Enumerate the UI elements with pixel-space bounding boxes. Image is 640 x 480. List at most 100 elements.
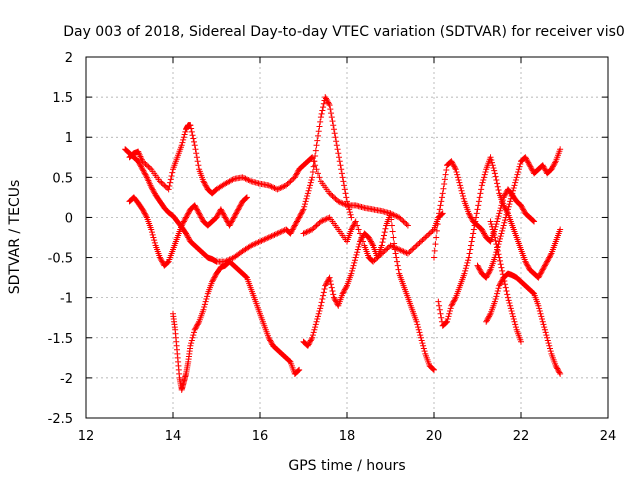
data-point [306, 227, 313, 234]
data-point [473, 210, 480, 217]
data-point [323, 279, 330, 286]
data-point [292, 221, 299, 228]
data-point [315, 128, 322, 135]
data-point [484, 271, 491, 278]
data-point [196, 210, 203, 217]
data-point [557, 370, 564, 377]
data-point [148, 185, 155, 192]
data-point [442, 171, 449, 178]
data-point [320, 292, 327, 299]
data-point [514, 171, 521, 178]
data-point [413, 318, 420, 325]
data-point [487, 154, 494, 161]
data-point [555, 368, 562, 375]
data-point [271, 185, 278, 192]
data-point [468, 215, 475, 222]
data-point [539, 162, 546, 169]
data-point [312, 324, 319, 331]
y-tick-label: -2 [60, 372, 73, 387]
data-point [449, 301, 456, 308]
data-point [520, 207, 527, 214]
data-point [418, 337, 425, 344]
data-point [459, 190, 466, 197]
data-point [249, 241, 256, 248]
data-point [358, 234, 365, 241]
data-point [226, 222, 233, 229]
data-point [467, 246, 474, 253]
data-point [191, 138, 198, 145]
data-point [257, 238, 263, 245]
data-point [491, 170, 498, 177]
data-point [480, 177, 487, 184]
data-point [306, 185, 313, 192]
data-point [450, 162, 457, 169]
data-point [277, 185, 284, 192]
data-point [299, 209, 306, 216]
y-tick-label: 1 [65, 131, 73, 146]
data-point [507, 198, 514, 205]
data-point [214, 213, 221, 220]
data-point [270, 184, 277, 191]
data-point [221, 213, 228, 220]
data-point [423, 233, 430, 240]
data-point [531, 218, 538, 225]
data-point [502, 190, 509, 197]
data-point [312, 162, 319, 169]
data-point [217, 206, 224, 213]
data-point [185, 209, 192, 216]
data-point [310, 329, 317, 336]
data-point [193, 206, 200, 213]
data-point [368, 239, 375, 246]
data-point [309, 226, 316, 233]
data-point [491, 231, 498, 238]
data-point [183, 213, 190, 220]
data-point [268, 233, 275, 240]
data-point [485, 314, 492, 321]
data-point [469, 234, 476, 241]
data-point [504, 209, 511, 216]
data-point [523, 156, 530, 163]
data-point [192, 325, 199, 332]
data-point [486, 237, 493, 244]
data-point [538, 269, 545, 276]
data-point [258, 237, 265, 244]
data-point [367, 238, 374, 245]
data-point [278, 184, 285, 191]
data-point [229, 217, 236, 224]
data-point [156, 254, 163, 261]
data-point [340, 289, 347, 296]
data-point [496, 207, 503, 214]
data-point [262, 235, 269, 242]
data-point [192, 203, 199, 210]
data-point [183, 231, 190, 238]
data-point [227, 221, 234, 228]
y-tick-label: -0.5 [48, 252, 73, 267]
data-point [484, 316, 491, 323]
data-point [295, 367, 302, 374]
data-point [541, 263, 548, 270]
data-point [251, 241, 258, 248]
data-point [375, 253, 382, 260]
data-point [539, 267, 546, 274]
data-point [557, 226, 564, 233]
data-point [313, 222, 320, 229]
data-point [270, 232, 277, 239]
data-point [523, 261, 530, 268]
data-point [196, 211, 203, 218]
data-point [540, 265, 547, 272]
data-point [453, 168, 460, 175]
data-point [308, 336, 315, 343]
data-point [499, 271, 506, 278]
data-point [472, 218, 479, 225]
data-point [265, 234, 272, 241]
data-point [185, 235, 192, 242]
data-point [400, 218, 407, 225]
data-point [394, 262, 401, 269]
data-point [284, 181, 291, 188]
data-point [413, 242, 420, 249]
data-point [201, 179, 208, 186]
data-point [530, 289, 537, 296]
data-point [347, 211, 354, 218]
data-point [312, 147, 319, 154]
x-tick-label: 22 [513, 429, 530, 444]
